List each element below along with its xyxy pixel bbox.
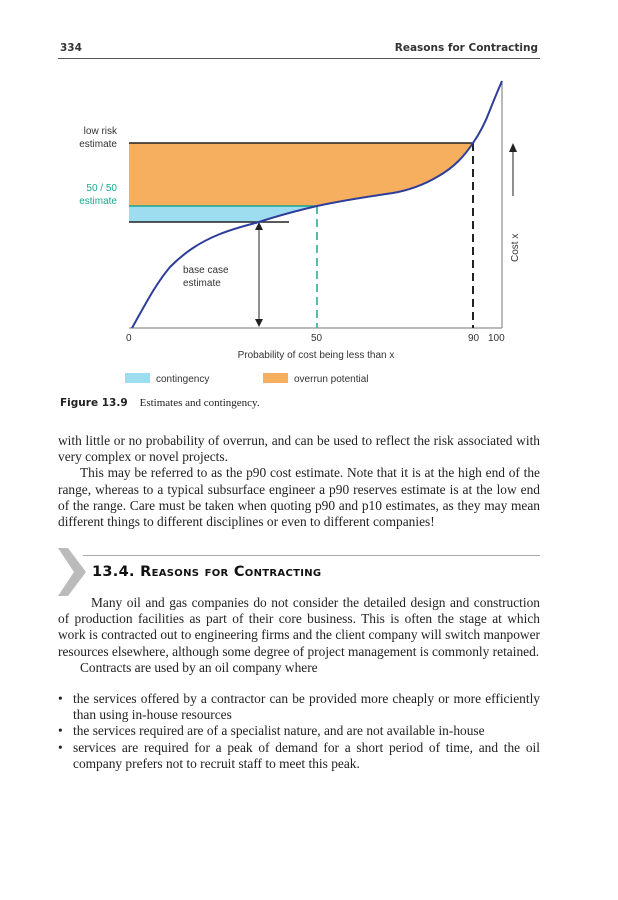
list-item: services are required for a peak of dema… xyxy=(58,740,540,772)
figure-caption-text: Estimates and contingency. xyxy=(139,397,260,409)
tick-0: 0 xyxy=(126,333,132,344)
arrow-head-down xyxy=(255,319,263,327)
legend-label-overrun: overrun potential xyxy=(294,374,369,385)
section-chevron-icon xyxy=(58,548,86,596)
paragraph: Many oil and gas companies do not consid… xyxy=(58,595,540,659)
legend-swatch-overrun xyxy=(263,373,288,383)
section-title: 13.4. Reasons for Contracting xyxy=(92,564,322,580)
running-title: Reasons for Contracting xyxy=(394,42,538,54)
arrow-head-up xyxy=(255,222,263,230)
contingency-area xyxy=(129,206,317,222)
cost-curve xyxy=(131,80,503,329)
base-case-label: base case estimate xyxy=(183,265,229,289)
body-text-top: with little or no probability of overrun… xyxy=(58,433,540,530)
legend-label-contingency: contingency xyxy=(156,374,209,385)
low-risk-label: low risk estimate xyxy=(79,126,118,150)
page-number: 334 xyxy=(60,42,82,54)
estimates-figure: Cost x low risk estimate 50 / 50 estimate … xyxy=(79,80,521,385)
x-axis-label: Probability of cost being less than x xyxy=(238,350,395,361)
fifty-fifty-label: 50 / 50 estimate xyxy=(79,183,117,207)
overrun-area xyxy=(129,143,473,206)
tick-90: 90 xyxy=(468,333,480,344)
body-text-bottom: Many oil and gas companies do not consid… xyxy=(58,595,540,772)
list-item: the services required are of a specialis… xyxy=(58,723,540,739)
figure-number: Figure 13.9 xyxy=(60,397,128,409)
cost-arrow-head xyxy=(509,143,517,152)
paragraph: This may be referred to as the p90 cost … xyxy=(58,465,540,530)
cost-axis-label: Cost x xyxy=(510,234,521,262)
header-rule xyxy=(58,58,540,59)
legend-swatch-contingency xyxy=(125,373,150,383)
bullet-list: the services offered by a contractor can… xyxy=(58,691,540,772)
paragraph: Contracts are used by an oil company whe… xyxy=(80,659,318,675)
section-rule xyxy=(83,555,540,556)
tick-50: 50 xyxy=(311,333,323,344)
tick-100: 100 xyxy=(488,333,505,344)
paragraph: with little or no probability of overrun… xyxy=(58,433,540,465)
figure-caption: Figure 13.9 Estimates and contingency. xyxy=(60,397,260,409)
list-item: the services offered by a contractor can… xyxy=(58,691,540,723)
section-heading: 13.4. Reasons for Contracting xyxy=(58,548,540,600)
